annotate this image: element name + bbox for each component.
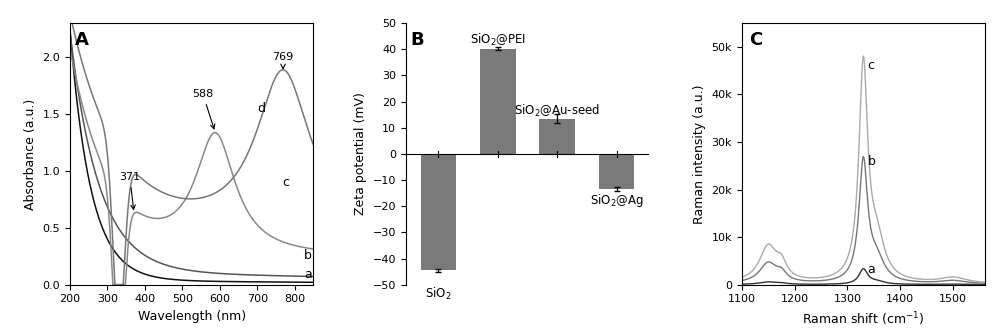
Text: b: b (868, 155, 875, 167)
Bar (599, 154, 634, 189)
Text: a: a (868, 263, 875, 276)
Text: 371: 371 (119, 172, 140, 210)
Text: 588: 588 (192, 89, 215, 129)
Text: d: d (257, 102, 265, 115)
Text: C: C (749, 31, 762, 49)
X-axis label: Wavelength (nm): Wavelength (nm) (138, 310, 246, 323)
Y-axis label: Zeta potential (mV): Zeta potential (mV) (354, 92, 367, 215)
Text: SiO$_2$@PEI: SiO$_2$@PEI (470, 32, 526, 48)
Y-axis label: Raman intensity (a.u.): Raman intensity (a.u.) (693, 84, 706, 224)
Text: A: A (75, 31, 89, 49)
Text: SiO$_2$@Au-seed: SiO$_2$@Au-seed (514, 103, 600, 118)
Bar (539, 118, 575, 154)
Bar (421, 154, 456, 270)
X-axis label: Raman shift (cm$^{-1}$): Raman shift (cm$^{-1}$) (802, 310, 925, 328)
Text: SiO$_2$: SiO$_2$ (425, 286, 452, 302)
Text: c: c (283, 176, 290, 189)
Bar (480, 49, 516, 154)
Text: a: a (304, 268, 312, 281)
Text: B: B (411, 31, 424, 49)
Text: 769: 769 (272, 52, 294, 69)
Text: c: c (868, 60, 875, 72)
Y-axis label: Absorbance (a.u.): Absorbance (a.u.) (24, 98, 37, 210)
Text: b: b (304, 249, 312, 261)
Text: SiO$_2$@Ag: SiO$_2$@Ag (590, 192, 643, 209)
